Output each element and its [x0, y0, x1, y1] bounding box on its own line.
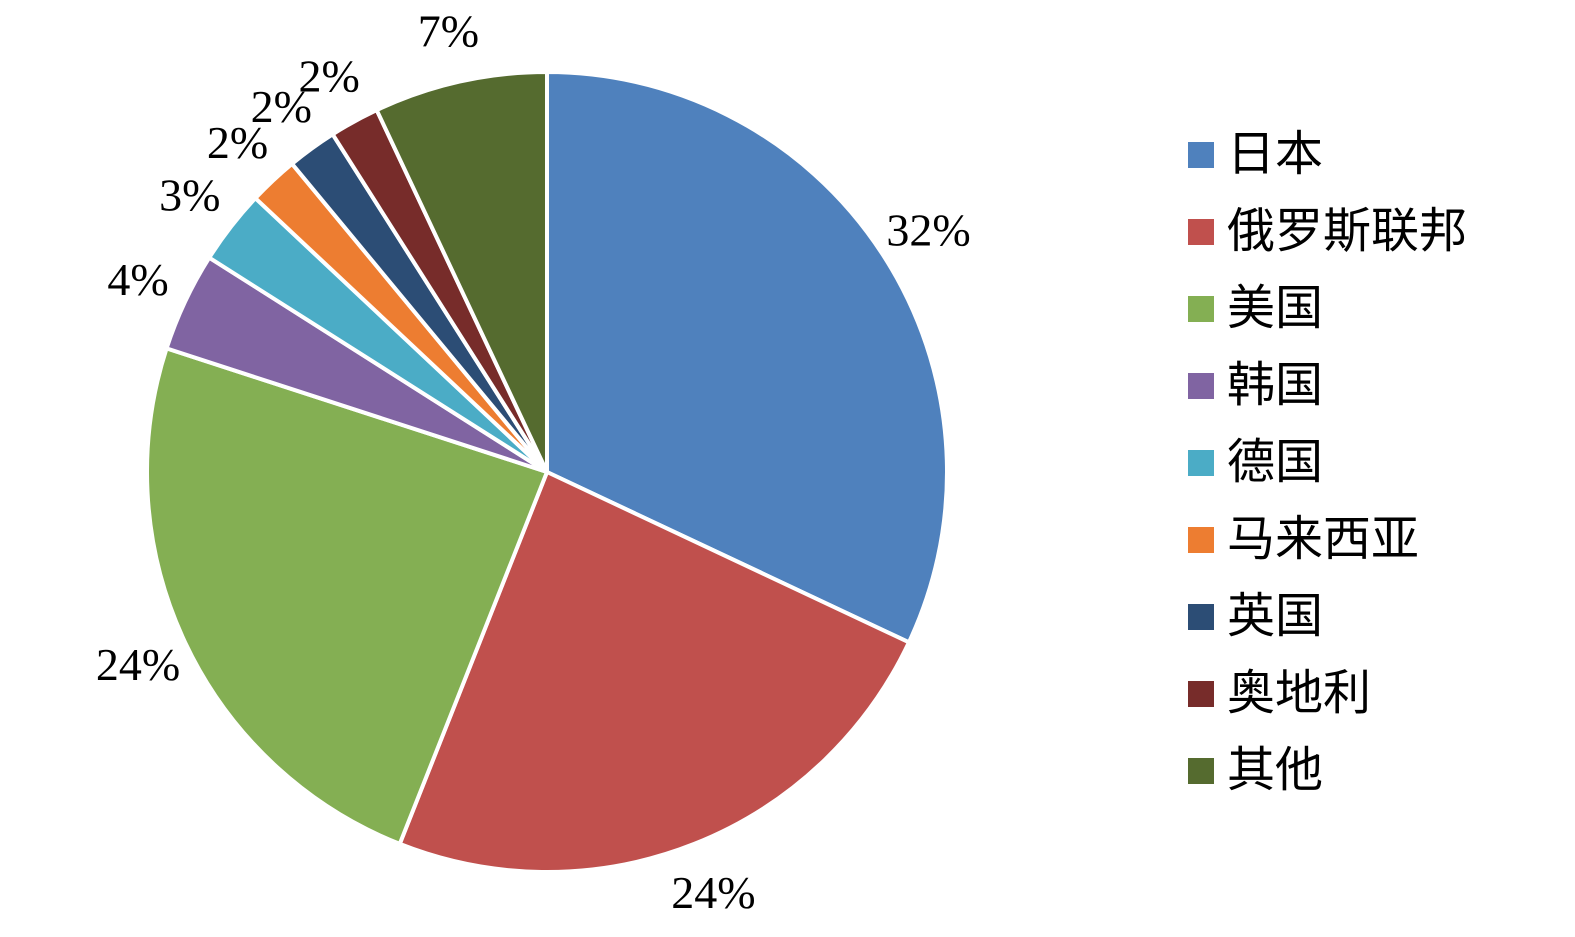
pie-slice-label-usa: 24% — [96, 639, 180, 690]
pie-slice-label-russia: 24% — [671, 867, 755, 918]
legend-swatch-other — [1188, 757, 1214, 784]
legend-swatch-austria — [1188, 680, 1214, 707]
legend-item-uk: 英国 — [1188, 578, 1467, 655]
pie-slice-russia — [397, 470, 911, 874]
legend-item-austria: 奥地利 — [1188, 655, 1467, 732]
pie-slice-label-austria: 2% — [299, 50, 360, 101]
pie-slice-label-south-korea: 4% — [107, 254, 168, 305]
legend-item-south-korea: 韩国 — [1188, 347, 1467, 424]
legend-item-japan: 日本 — [1188, 116, 1467, 193]
pie-slice-label-malaysia: 2% — [207, 117, 268, 168]
pie-slice-japan — [545, 70, 949, 645]
legend-item-russia: 俄罗斯联邦 — [1188, 193, 1467, 270]
legend-swatch-usa — [1188, 295, 1214, 322]
legend-swatch-malaysia — [1188, 526, 1214, 553]
pie-slice-usa — [145, 346, 549, 846]
pie-slice-label-germany: 3% — [159, 170, 220, 221]
legend-swatch-uk — [1188, 603, 1214, 630]
legend-swatch-russia — [1188, 218, 1214, 245]
legend-label-other: 其他 — [1227, 743, 1324, 797]
legend-label-south-korea: 韩国 — [1227, 358, 1324, 412]
legend-swatch-japan — [1188, 141, 1214, 168]
pie-slice-label-japan: 32% — [886, 204, 970, 255]
pie-slice-label-other: 7% — [418, 5, 479, 56]
legend-item-other: 其他 — [1188, 732, 1467, 809]
legend-label-russia: 俄罗斯联邦 — [1227, 204, 1468, 258]
legend-label-austria: 奥地利 — [1227, 666, 1372, 720]
pie-slice-label-uk: 2% — [251, 81, 312, 132]
legend-label-uk: 英国 — [1227, 589, 1324, 643]
legend-swatch-germany — [1188, 449, 1214, 476]
pie-slice-other — [374, 70, 549, 474]
legend-swatch-south-korea — [1188, 372, 1214, 399]
chart-legend: 日本俄罗斯联邦美国韩国德国马来西亚英国奥地利其他 — [1188, 116, 1467, 809]
legend-label-germany: 德国 — [1227, 435, 1324, 489]
legend-label-malaysia: 马来西亚 — [1227, 512, 1420, 566]
legend-item-malaysia: 马来西亚 — [1188, 501, 1467, 578]
legend-item-usa: 美国 — [1188, 270, 1467, 347]
legend-label-usa: 美国 — [1227, 281, 1324, 335]
legend-label-japan: 日本 — [1227, 127, 1324, 181]
legend-item-germany: 德国 — [1188, 424, 1467, 501]
